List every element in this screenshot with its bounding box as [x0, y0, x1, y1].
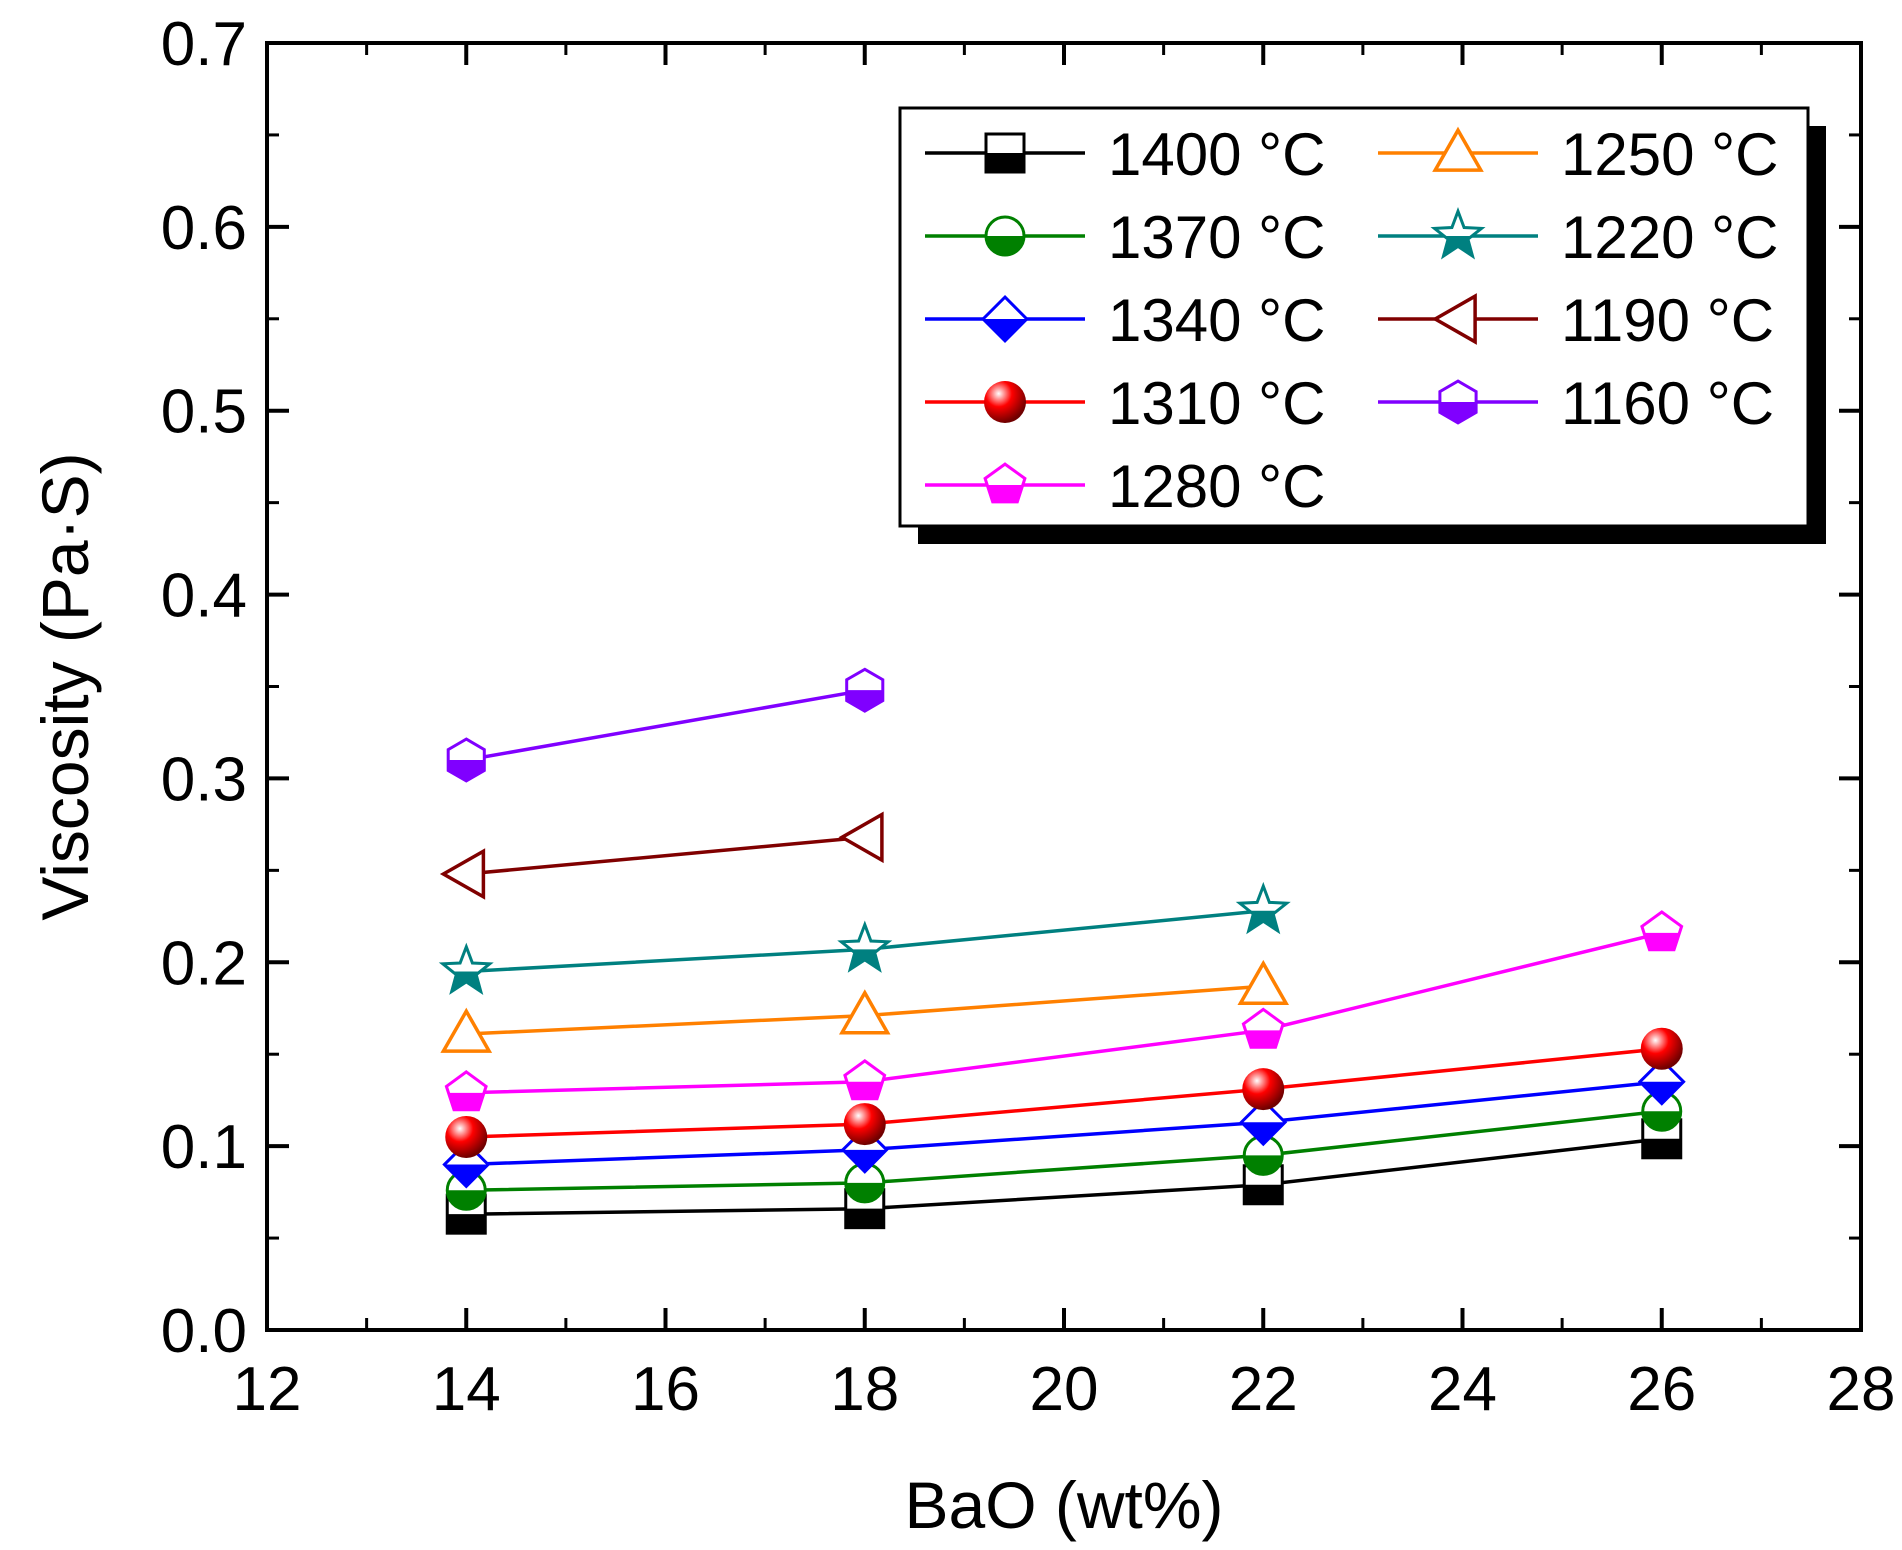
legend-entry: 1340 °C — [925, 287, 1325, 354]
data-point — [445, 1115, 488, 1158]
legend-entry: 1400 °C — [925, 121, 1325, 188]
data-point — [1239, 1098, 1288, 1147]
y-tick-label: 0.0 — [161, 1297, 247, 1366]
data-point — [844, 1162, 886, 1204]
legend-entry: 1280 °C — [925, 453, 1325, 520]
legend-marker — [1438, 379, 1478, 425]
data-point — [838, 989, 891, 1035]
legend-entry: 1220 °C — [1378, 204, 1778, 271]
series-line — [466, 1109, 1662, 1193]
data-point — [446, 737, 486, 783]
data-point — [445, 1169, 487, 1211]
legend-label: 1280 °C — [1108, 453, 1325, 520]
x-tick-label: 24 — [1428, 1355, 1497, 1424]
legend-entry: 1250 °C — [1378, 121, 1778, 188]
y-axis-title: Viscosity (Pa·S) — [28, 452, 102, 920]
x-tick-label: 28 — [1827, 1355, 1896, 1424]
series-line — [466, 931, 1663, 1095]
y-tick-label: 0.4 — [161, 562, 247, 631]
legend-entry: 1190 °C — [1378, 287, 1774, 354]
x-tick-label: 16 — [631, 1355, 700, 1424]
legend-marker — [984, 132, 1026, 174]
series-1370 — [445, 1090, 1683, 1211]
data-point — [440, 1007, 493, 1053]
x-axis-title: BaO (wt%) — [904, 1468, 1223, 1542]
legend-label: 1190 °C — [1561, 287, 1774, 354]
data-point — [1242, 1134, 1284, 1176]
y-tick-label: 0.2 — [161, 929, 247, 998]
legend-entry: 1160 °C — [1378, 370, 1774, 437]
x-tick-label: 14 — [432, 1355, 501, 1424]
legend-marker — [980, 294, 1029, 344]
data-point — [439, 848, 486, 900]
series-line — [466, 1080, 1662, 1167]
legend-marker — [1431, 293, 1477, 345]
data-point — [837, 920, 893, 973]
legend-marker — [1430, 207, 1486, 260]
data-point — [838, 811, 884, 864]
legend-label: 1400 °C — [1108, 121, 1325, 188]
x-tick-label: 22 — [1229, 1355, 1298, 1424]
legend-label: 1370 °C — [1108, 204, 1325, 271]
data-point — [1640, 1027, 1683, 1070]
data-point — [1637, 1057, 1686, 1106]
data-point — [1235, 881, 1291, 935]
y-tick-label: 0.7 — [161, 10, 247, 79]
x-tick-label: 26 — [1627, 1355, 1696, 1424]
plot-area — [438, 667, 1686, 1235]
legend-label: 1220 °C — [1561, 204, 1778, 271]
series-1220 — [438, 881, 1291, 995]
legend-entry: 1370 °C — [925, 204, 1325, 271]
legend-entry: 1310 °C — [925, 370, 1325, 437]
data-point — [1237, 959, 1290, 1006]
y-tick-label: 0.6 — [161, 194, 247, 263]
legend: 1400 °C 1370 °C 1340 °C 1310 °C 1280 °C 1250 … — [898, 106, 1826, 544]
legend-marker — [984, 215, 1026, 257]
legend-label: 1340 °C — [1108, 287, 1325, 354]
data-point — [1242, 1068, 1285, 1111]
series-1190 — [439, 811, 884, 900]
series-line — [466, 835, 865, 876]
data-point — [1641, 1090, 1683, 1132]
legend-marker — [984, 381, 1026, 423]
series-line — [465, 688, 866, 762]
y-tick-label: 0.5 — [161, 378, 247, 447]
legend-marker — [983, 462, 1027, 504]
legend-box — [898, 106, 1810, 528]
data-point — [438, 942, 494, 995]
x-tick-label: 20 — [1030, 1355, 1099, 1424]
y-tick-label: 0.3 — [161, 745, 247, 814]
data-point — [843, 1103, 886, 1146]
series-1280 — [444, 910, 1684, 1112]
legend-label: 1160 °C — [1561, 370, 1774, 437]
x-tick-label: 18 — [830, 1355, 899, 1424]
legend-label: 1310 °C — [1108, 370, 1325, 437]
series-1310 — [445, 1027, 1683, 1158]
series-1160 — [446, 667, 885, 783]
data-point — [444, 1070, 488, 1112]
data-point — [1640, 910, 1684, 952]
series-line — [466, 1046, 1662, 1139]
axes: 12 14 16 18 20 22 24 26 28 0.0 0.1 0.2 0.3 0.4 0.5 0.6 0… — [161, 10, 1896, 1424]
data-point — [1241, 1007, 1285, 1049]
series-1250 — [440, 959, 1290, 1053]
legend-label: 1250 °C — [1561, 121, 1778, 188]
y-tick-label: 0.1 — [161, 1113, 247, 1182]
series-line — [466, 1137, 1663, 1216]
data-point — [843, 1059, 887, 1101]
legend-marker — [1432, 126, 1484, 172]
x-tick-label: 12 — [233, 1355, 302, 1424]
data-point — [845, 667, 885, 713]
data-point — [1242, 1164, 1284, 1206]
